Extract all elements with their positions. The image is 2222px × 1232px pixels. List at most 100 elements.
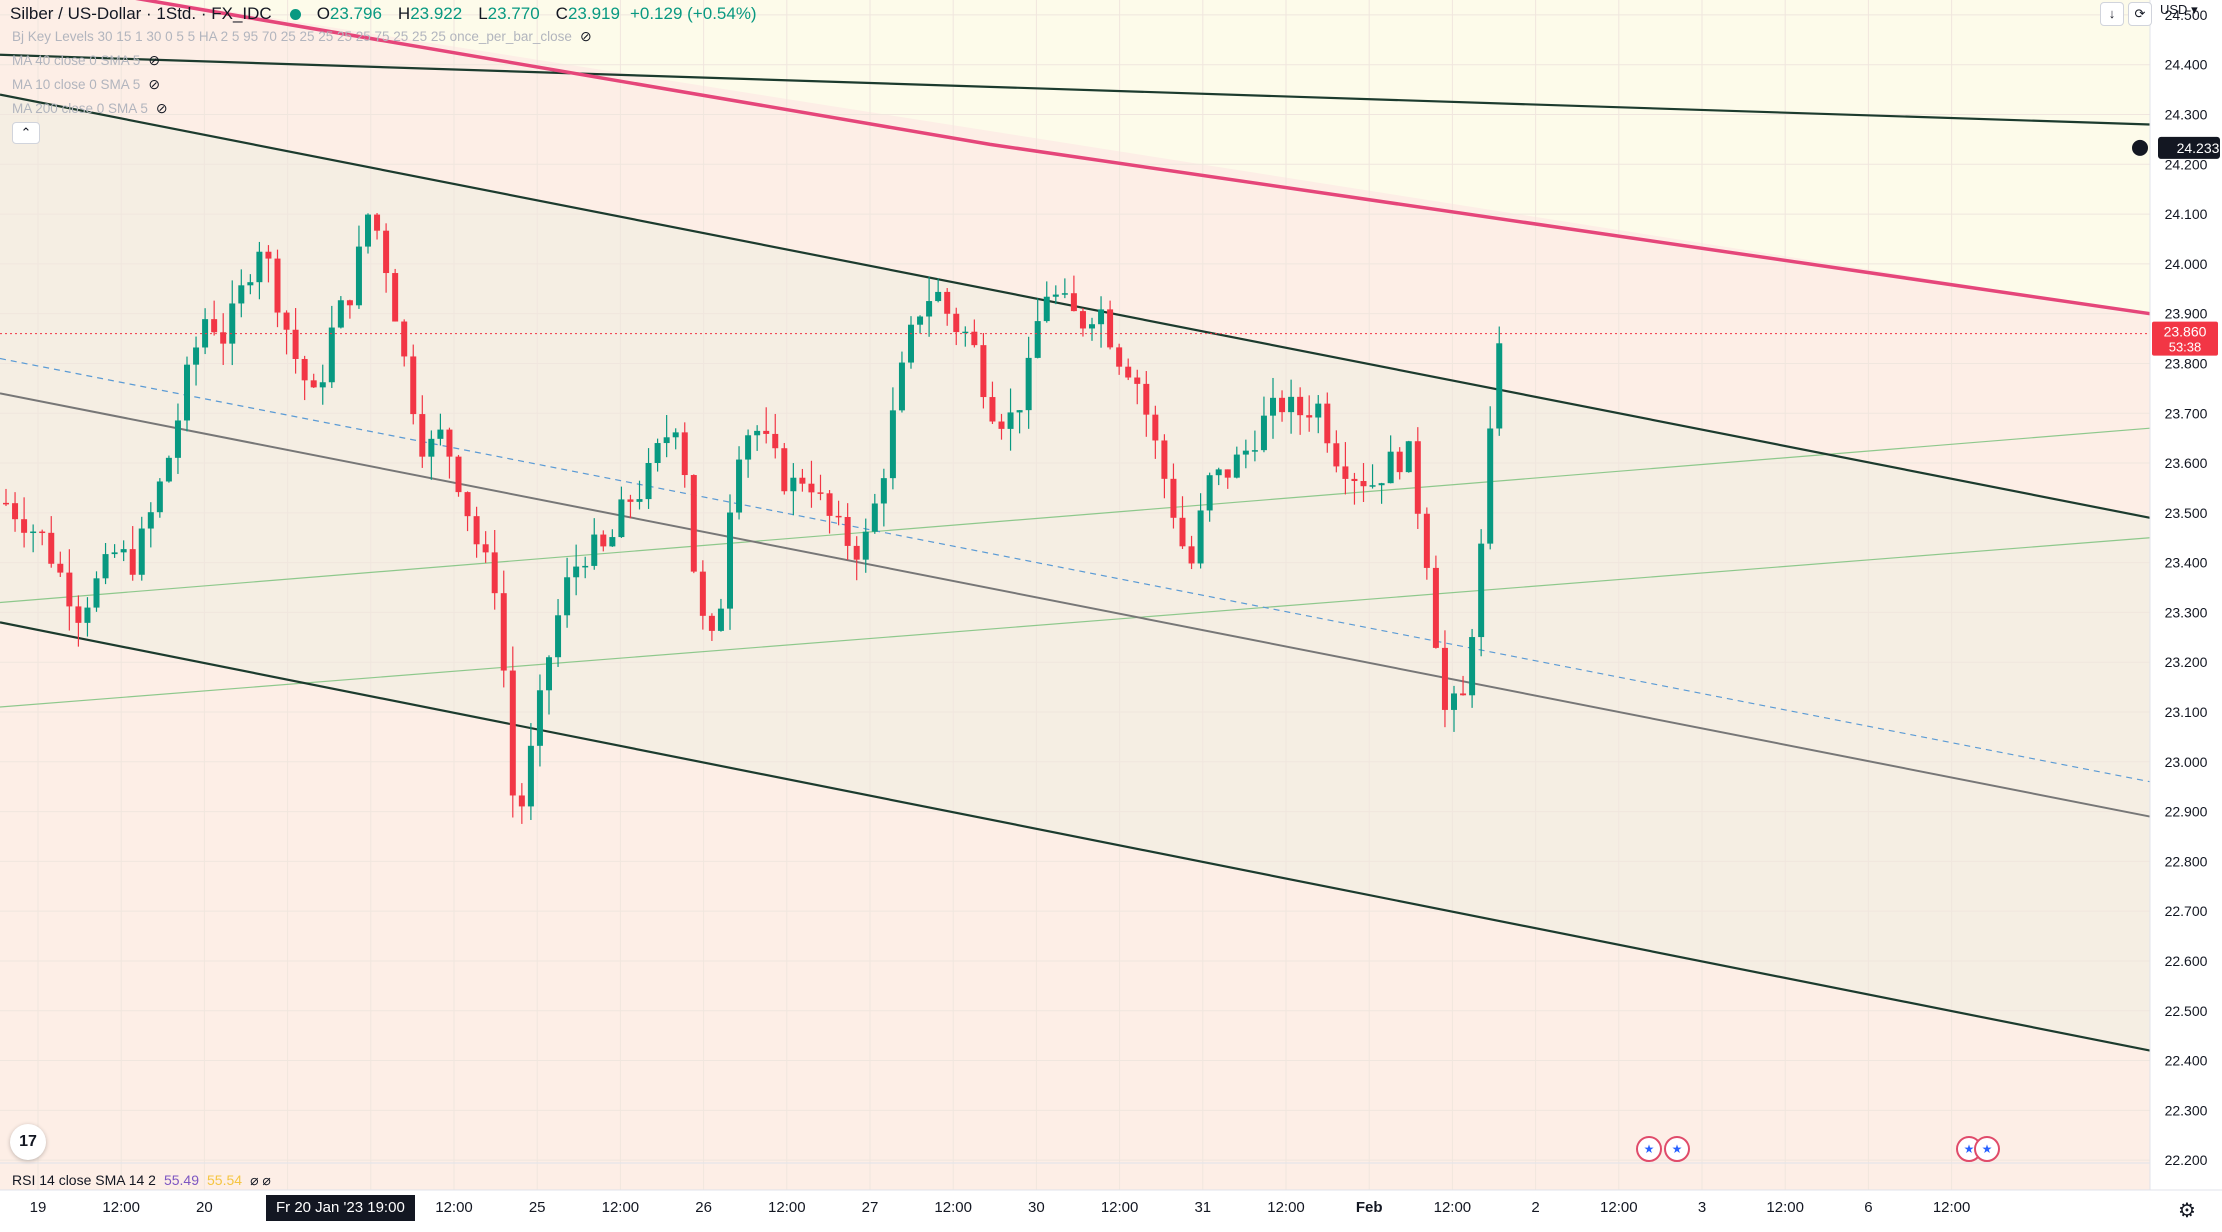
candle-body: [1324, 403, 1331, 444]
candle-body: [283, 312, 290, 330]
candle-body: [419, 414, 426, 457]
indicator-key-levels[interactable]: Bj Key Levels 30 15 1 30 0 5 5 HA 2 5 95…: [12, 28, 592, 45]
candle-body: [1360, 481, 1367, 487]
indicator-ma40[interactable]: MA 40 close 0 SMA 5 ⊘: [12, 52, 160, 69]
candle-body: [1107, 309, 1114, 348]
candle-body: [1188, 546, 1195, 564]
low-value: 23.770: [487, 4, 540, 23]
market-open-dot: [289, 8, 301, 20]
candle-body: [862, 531, 869, 560]
candle-body: [482, 544, 489, 553]
low-label: L: [478, 4, 488, 23]
candle-body: [636, 499, 643, 502]
candle-body: [1179, 517, 1186, 547]
candle-body: [1052, 294, 1059, 297]
price-tick-label: 24.100: [2165, 206, 2208, 222]
price-tick-label: 23.900: [2165, 306, 2208, 322]
candle-body: [672, 432, 679, 438]
indicator-ma10[interactable]: MA 10 close 0 SMA 5 ⊘: [12, 76, 160, 93]
price-marker-box: [2158, 136, 2220, 159]
rsi-settings-icons[interactable]: ⌀ ⌀: [250, 1172, 271, 1188]
candle-body: [1197, 510, 1204, 564]
us-event-flag-icon[interactable]: ★: [1664, 1136, 1690, 1162]
candle-body: [880, 478, 887, 504]
candle-body: [790, 477, 797, 492]
time-tick-label: 12:00: [1100, 1199, 1139, 1216]
candle-body: [310, 380, 317, 388]
candle-body: [645, 463, 652, 500]
time-tick-label: 12:00: [934, 1199, 972, 1216]
candle-body: [193, 347, 200, 365]
current-price-label: 23.860: [2164, 324, 2207, 340]
candle-body: [799, 477, 806, 484]
high-label: H: [397, 4, 411, 23]
us-event-flag-icon[interactable]: ★: [1974, 1136, 2000, 1162]
time-tick-label: 27: [861, 1199, 879, 1216]
candle-body: [464, 492, 471, 517]
resistance-line: [0, 53, 2151, 126]
close-value: 23.919: [567, 4, 620, 23]
indicator-ma200[interactable]: MA 200 close 0 SMA 5 ⊘: [12, 100, 168, 117]
candle-body: [1025, 357, 1032, 411]
price-tick-label: 22.800: [2165, 853, 2208, 869]
time-tick-label: Feb: [1355, 1199, 1383, 1216]
candle-body: [1333, 443, 1340, 467]
candle-body: [980, 345, 987, 398]
candle-body: [1405, 441, 1412, 473]
candle-body: [75, 606, 82, 623]
tradingview-logo-icon[interactable]: 17: [10, 1124, 46, 1160]
indicator-label: MA 200 close 0 SMA 5: [12, 101, 148, 116]
candle-body: [84, 607, 91, 623]
candle-body: [491, 552, 498, 594]
candle-body: [455, 456, 462, 493]
candle-body: [844, 517, 851, 546]
scroll-down-icon[interactable]: ↓: [2100, 2, 2124, 26]
eye-hidden-icon[interactable]: ⊘: [148, 52, 161, 68]
time-tick-label: 31: [1194, 1199, 1212, 1216]
rsi-value: 55.49: [163, 1172, 200, 1188]
candle-body: [1116, 347, 1123, 367]
candle-body: [1414, 441, 1421, 514]
eye-hidden-icon[interactable]: ⊘: [579, 28, 592, 44]
time-tick-label: 12:00: [601, 1199, 640, 1216]
candle-body: [410, 356, 417, 415]
crosshair-time-label: Fr 20 Jan '23 19:00: [266, 1195, 415, 1221]
us-event-flag-icon[interactable]: ★: [1636, 1136, 1662, 1162]
candle-body: [301, 358, 308, 381]
current-price-box: [2152, 321, 2218, 356]
price-tick-label: 24.300: [2165, 107, 2208, 123]
price-tick-label: 23.200: [2165, 654, 2208, 670]
close-label: C: [555, 4, 568, 23]
candle-body: [944, 291, 951, 314]
candle-body: [111, 552, 118, 555]
countdown-label: 53:38: [2169, 340, 2202, 355]
candle-body: [546, 657, 552, 691]
candle-body: [1441, 647, 1448, 710]
candle-body: [1224, 469, 1231, 478]
candle-body: [953, 313, 960, 333]
gear-icon[interactable]: ⚙: [2178, 1200, 2196, 1222]
rsi-legend[interactable]: RSI 14 close SMA 14 2 55.49 55.54 ⌀ ⌀: [12, 1172, 271, 1189]
candle-body: [392, 273, 399, 322]
candle-body: [1306, 415, 1313, 418]
candle-body: [917, 316, 924, 325]
candle-body: [1016, 410, 1023, 413]
symbol-title[interactable]: Silber / US-Dollar · 1Std. · FX_IDC: [10, 4, 272, 23]
collapse-indicators-button[interactable]: ⌃: [12, 122, 40, 144]
price-tick-label: 23.400: [2165, 555, 2208, 571]
sync-icon[interactable]: ⟳: [2128, 2, 2152, 26]
candle-body: [346, 300, 353, 306]
candle-body: [1251, 450, 1258, 452]
eye-hidden-icon[interactable]: ⊘: [148, 76, 161, 92]
time-tick-label: 20: [196, 1199, 213, 1216]
candle-body: [1469, 637, 1476, 696]
price-marker-label: 24.233: [2177, 140, 2220, 156]
eye-hidden-icon[interactable]: ⊘: [155, 100, 168, 116]
price-tick-label: 22.500: [2165, 1003, 2208, 1019]
time-tick-label: 19: [29, 1199, 47, 1216]
candle-body: [1034, 321, 1041, 358]
price-tick-label: 24.500: [2165, 7, 2208, 23]
time-tick-label: 12:00: [1600, 1199, 1638, 1216]
currency-selector[interactable]: USD ▾: [2160, 2, 2198, 17]
